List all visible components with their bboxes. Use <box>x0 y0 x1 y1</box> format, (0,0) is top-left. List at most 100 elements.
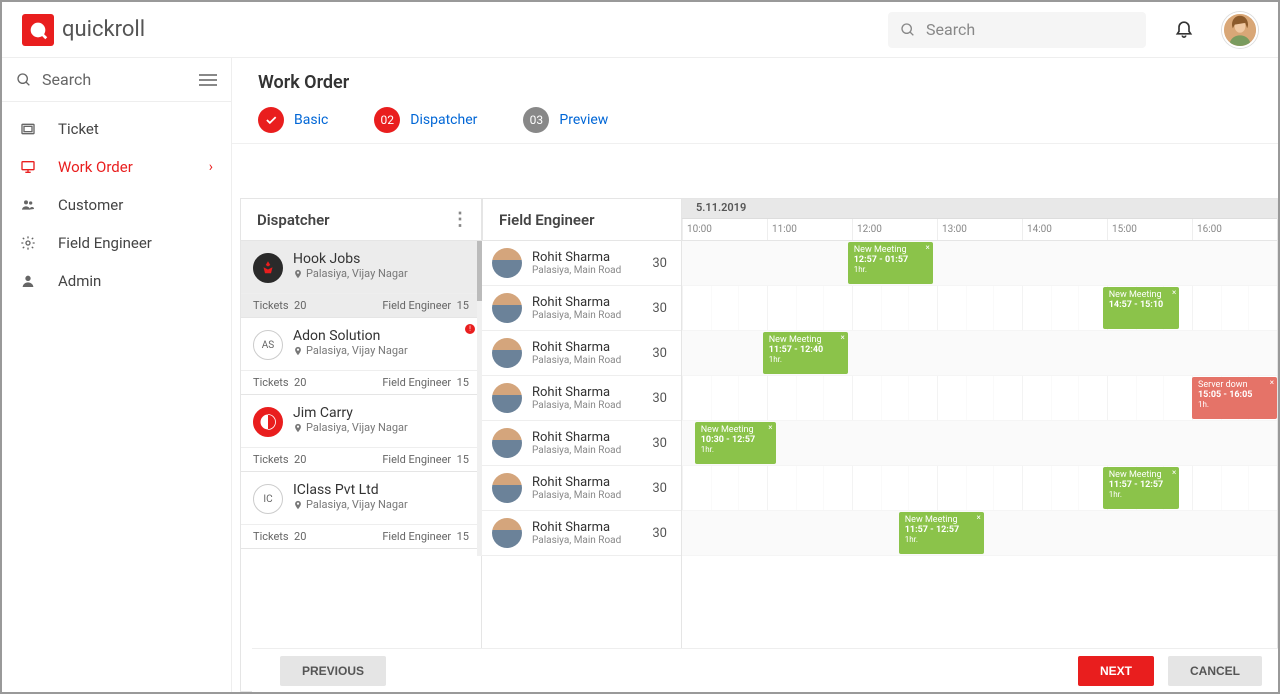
sidebar-item-admin[interactable]: Admin <box>2 262 231 300</box>
event-time: 15:05 - 16:05 <box>1198 390 1271 400</box>
step-dispatcher[interactable]: 02Dispatcher <box>374 107 477 133</box>
engineer-avatar <box>492 293 522 323</box>
timeline-event[interactable]: ×New Meeting14:57 - 15:10 <box>1103 287 1180 329</box>
timeline-event[interactable]: ×New Meeting11:57 - 12:571hr. <box>1103 467 1180 509</box>
dispatcher-item[interactable]: Jim Carry Palasiya, Vijay NagarTickets 2… <box>241 395 481 472</box>
engineer-name: Rohit Sharma <box>532 340 642 355</box>
timeline-hours: 10:0011:0012:0013:0014:0015:0016:00 <box>682 219 1277 241</box>
dispatcher-panel: Dispatcher ⋮ Hook Jobs Palasiya, Vijay N… <box>240 198 482 692</box>
cancel-button[interactable]: CANCEL <box>1168 656 1262 686</box>
timeline-hour: 10:00 <box>682 219 767 240</box>
location-icon <box>293 269 303 279</box>
sidebar-item-ticket[interactable]: Ticket <box>2 110 231 148</box>
step-badge: 03 <box>523 107 549 133</box>
engineer-name: Rohit Sharma <box>532 385 642 400</box>
field-engineer-item[interactable]: Rohit SharmaPalasiya, Main Road30 <box>482 241 681 286</box>
timeline-event[interactable]: ×New Meeting10:30 - 12:571hr. <box>695 422 776 464</box>
timeline-row <box>682 466 1277 511</box>
close-icon[interactable]: × <box>768 423 772 432</box>
field-engineer-item[interactable]: Rohit SharmaPalasiya, Main Road30 <box>482 421 681 466</box>
engineer-avatar <box>492 518 522 548</box>
field-engineer-item[interactable]: Rohit SharmaPalasiya, Main Road30 <box>482 376 681 421</box>
dispatcher-avatar: AS <box>253 330 283 360</box>
close-icon[interactable]: × <box>1172 288 1176 297</box>
close-icon[interactable]: × <box>1270 378 1274 387</box>
ticket-icon <box>18 121 38 137</box>
event-time: 11:57 - 12:57 <box>1109 480 1174 490</box>
field-engineer-item[interactable]: Rohit SharmaPalasiya, Main Road30 <box>482 511 681 556</box>
sidebar-item-work-order[interactable]: Work Order› <box>2 148 231 186</box>
sidebar-item-customer[interactable]: Customer <box>2 186 231 224</box>
fe-label: Field Engineer <box>382 530 451 543</box>
step-preview[interactable]: 03 Preview <box>523 107 608 133</box>
dispatcher-item[interactable]: ASAdon Solution Palasiya, Vijay Nagar!Ti… <box>241 318 481 395</box>
scrollbar-thumb[interactable] <box>477 241 482 301</box>
brand-name: quickroll <box>62 17 145 42</box>
fe-count: 15 <box>457 376 469 389</box>
location-icon <box>293 346 303 356</box>
dispatcher-name: Adon Solution <box>293 328 408 344</box>
dispatcher-heading: Dispatcher ⋮ <box>241 199 481 241</box>
global-search[interactable]: Search <box>888 12 1146 48</box>
event-duration: 1hr. <box>769 355 842 364</box>
event-title: New Meeting <box>701 425 770 435</box>
previous-button[interactable]: PREVIOUS <box>280 656 386 686</box>
engineer-count: 30 <box>652 256 671 271</box>
timeline-event[interactable]: ×Server down15:05 - 16:051h. <box>1192 377 1277 419</box>
dispatcher-item[interactable]: ICIClass Pvt Ltd Palasiya, Vijay NagarTi… <box>241 472 481 549</box>
sidebar-search-placeholder: Search <box>42 70 91 89</box>
scrollbar[interactable] <box>477 241 482 556</box>
dispatcher-menu-icon[interactable]: ⋮ <box>451 209 469 230</box>
sidebar-item-field-engineer[interactable]: Field Engineer <box>2 224 231 262</box>
next-button[interactable]: NEXT <box>1078 656 1154 686</box>
engineer-location: Palasiya, Main Road <box>532 310 642 321</box>
timeline-hour: 11:00 <box>767 219 852 240</box>
sidebar-item-label: Admin <box>58 272 101 290</box>
field-engineer-item[interactable]: Rohit SharmaPalasiya, Main Road 30 <box>482 466 681 511</box>
engineer-count: 30 <box>652 481 671 496</box>
dispatcher-item[interactable]: Hook Jobs Palasiya, Vijay NagarTickets 2… <box>241 241 481 318</box>
timeline-event[interactable]: ×New Meeting11:57 - 12:571hr. <box>899 512 984 554</box>
users-icon <box>18 197 38 213</box>
field-engineer-item[interactable]: Rohit SharmaPalasiya, Main Road30 <box>482 331 681 376</box>
dispatcher-location: Palasiya, Vijay Nagar <box>293 498 408 511</box>
field-engineer-item[interactable]: Rohit SharmaPalasiya, Main Road30 <box>482 286 681 331</box>
engineer-name: Rohit Sharma <box>532 475 642 490</box>
step-badge: 02 <box>374 107 400 133</box>
user-avatar[interactable] <box>1222 12 1258 48</box>
timeline-panel: 5.11.2019 10:0011:0012:0013:0014:0015:00… <box>682 198 1278 692</box>
engineer-count: 30 <box>652 346 671 361</box>
close-icon[interactable]: × <box>976 513 980 522</box>
step-label: Preview <box>559 112 608 128</box>
engineer-avatar <box>492 383 522 413</box>
event-duration: 1hr. <box>854 265 927 274</box>
event-duration: 1h. <box>1198 400 1271 409</box>
page-title: Work Order <box>258 72 1252 93</box>
timeline-event[interactable]: ×New Meeting12:57 - 01:571hr. <box>848 242 933 284</box>
dispatcher-name: Hook Jobs <box>293 251 408 267</box>
tickets-count: 20 <box>294 376 306 389</box>
sidebar-search[interactable]: Search <box>2 58 231 102</box>
close-icon[interactable]: × <box>1172 468 1176 477</box>
timeline-event[interactable]: ×New Meeting11:57 - 12:401hr. <box>763 332 848 374</box>
content: Dispatcher ⋮ Hook Jobs Palasiya, Vijay N… <box>232 144 1278 692</box>
tickets-count: 20 <box>294 530 306 543</box>
close-icon[interactable]: × <box>925 243 929 252</box>
close-icon[interactable]: × <box>840 333 844 342</box>
timeline-hour: 14:00 <box>1022 219 1107 240</box>
timeline-body: ×New Meeting12:57 - 01:571hr.×New Meetin… <box>682 241 1277 556</box>
engineer-location: Palasiya, Main Road <box>532 265 642 276</box>
engineer-location: Palasiya, Main Road <box>532 490 642 501</box>
brand[interactable]: quickroll <box>22 14 145 46</box>
monitor-icon <box>18 159 38 175</box>
engineer-location: Palasiya, Main Road <box>532 535 642 546</box>
menu-toggle-icon[interactable] <box>199 71 217 89</box>
tickets-label: Tickets <box>253 299 289 312</box>
field-engineer-panel: Field Engineer Rohit SharmaPalasiya, Mai… <box>482 198 682 692</box>
user-icon <box>18 273 38 289</box>
engineer-avatar <box>492 428 522 458</box>
dispatcher-list: Hook Jobs Palasiya, Vijay Nagar Tickets 2… <box>241 241 481 549</box>
step-basic[interactable]: Basic <box>258 107 328 133</box>
engineer-location: Palasiya, Main Road <box>532 445 642 456</box>
notifications-button[interactable] <box>1174 17 1194 43</box>
